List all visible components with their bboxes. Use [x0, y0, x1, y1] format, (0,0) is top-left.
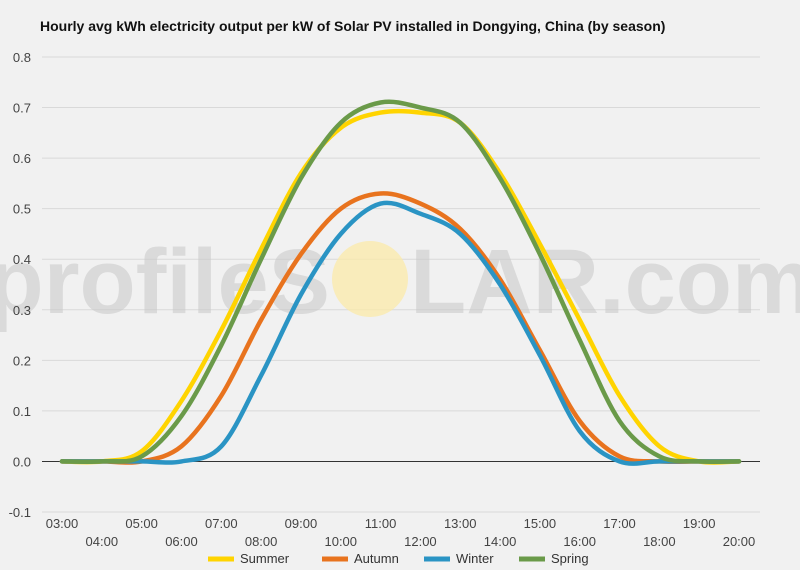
series-line-spring: [59, 99, 742, 465]
y-tick-label: 0.1: [13, 404, 31, 419]
x-tick-label: 08:00: [245, 534, 278, 549]
y-tick-label: 0.7: [13, 101, 31, 116]
legend-label-winter: Winter: [456, 551, 494, 566]
x-tick-label: 07:00: [205, 516, 238, 531]
x-tick-label: 19:00: [683, 516, 716, 531]
x-tick-label: 20:00: [723, 534, 756, 549]
x-tick-label: 11:00: [365, 516, 397, 531]
watermark-text-right: LAR.com: [410, 231, 800, 333]
y-tick-label: 0.0: [13, 454, 31, 469]
watermark-sun-icon: [332, 241, 408, 317]
legend-label-autumn: Autumn: [354, 551, 399, 566]
legend-label-spring: Spring: [551, 551, 589, 566]
y-tick-label: 0.3: [13, 303, 31, 318]
y-tick-label: 0.6: [13, 151, 31, 166]
y-tick-label: -0.1: [9, 505, 31, 520]
x-tick-label: 05:00: [125, 516, 158, 531]
x-tick-label: 10:00: [324, 534, 357, 549]
chart-title: Hourly avg kWh electricity output per kW…: [40, 18, 666, 34]
x-tick-label: 09:00: [285, 516, 318, 531]
legend-label-summer: Summer: [240, 551, 290, 566]
series-line-winter: [59, 200, 742, 466]
x-tick-label: 18:00: [643, 534, 676, 549]
x-tick-label: 15:00: [524, 516, 557, 531]
x-tick-label: 13:00: [444, 516, 477, 531]
series-line-summer: [59, 108, 742, 465]
x-tick-label: 16:00: [563, 534, 596, 549]
watermark-text-left: profileS: [0, 231, 330, 333]
y-tick-label: 0.5: [13, 202, 31, 217]
x-tick-label: 14:00: [484, 534, 517, 549]
x-tick-label: 04:00: [86, 534, 119, 549]
series-line-autumn: [59, 191, 742, 465]
y-tick-label: 0.8: [13, 50, 31, 65]
y-tick-label: 0.4: [13, 252, 31, 267]
x-tick-label: 06:00: [165, 534, 198, 549]
x-tick-label: 12:00: [404, 534, 437, 549]
y-tick-label: 0.2: [13, 353, 31, 368]
x-tick-label: 03:00: [46, 516, 79, 531]
x-tick-label: 17:00: [603, 516, 636, 531]
